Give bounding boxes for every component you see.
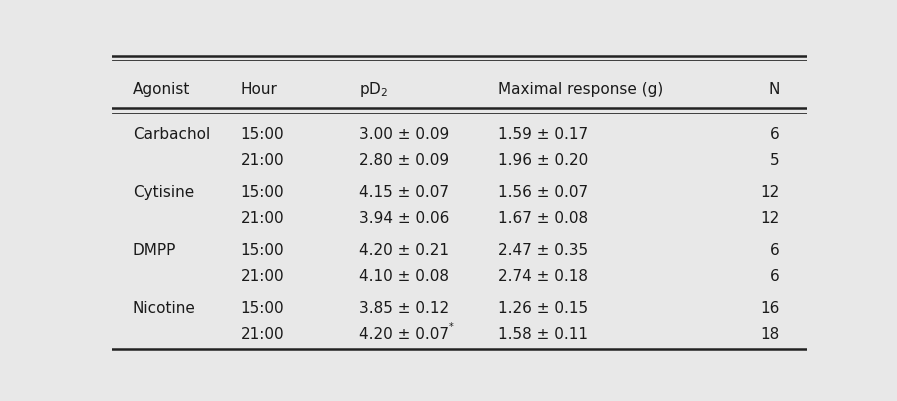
Text: 6: 6 — [770, 243, 779, 258]
Text: 2.74 ± 0.18: 2.74 ± 0.18 — [498, 269, 588, 284]
Text: N: N — [768, 82, 779, 97]
Text: 4.10 ± 0.08: 4.10 ± 0.08 — [359, 269, 448, 284]
Text: Maximal response (g): Maximal response (g) — [498, 82, 663, 97]
Text: 6: 6 — [770, 269, 779, 284]
Text: 1.67 ± 0.08: 1.67 ± 0.08 — [498, 211, 588, 226]
Text: 3.85 ± 0.12: 3.85 ± 0.12 — [359, 301, 449, 316]
Text: 3.00 ± 0.09: 3.00 ± 0.09 — [359, 127, 449, 142]
Text: 12: 12 — [761, 211, 779, 226]
Text: 4.15 ± 0.07: 4.15 ± 0.07 — [359, 185, 448, 200]
Text: Carbachol: Carbachol — [133, 127, 210, 142]
Text: 6: 6 — [770, 127, 779, 142]
Text: 5: 5 — [770, 153, 779, 168]
Text: 21:00: 21:00 — [240, 211, 284, 226]
Text: 3.94 ± 0.06: 3.94 ± 0.06 — [359, 211, 449, 226]
Text: 15:00: 15:00 — [240, 301, 284, 316]
Text: 2.47 ± 0.35: 2.47 ± 0.35 — [498, 243, 588, 258]
Text: 1.56 ± 0.07: 1.56 ± 0.07 — [498, 185, 588, 200]
Text: 15:00: 15:00 — [240, 185, 284, 200]
Text: 21:00: 21:00 — [240, 269, 284, 284]
Text: DMPP: DMPP — [133, 243, 177, 258]
Text: 1.58 ± 0.11: 1.58 ± 0.11 — [498, 327, 588, 342]
Text: 21:00: 21:00 — [240, 153, 284, 168]
Text: 2.80 ± 0.09: 2.80 ± 0.09 — [359, 153, 449, 168]
Text: 1.59 ± 0.17: 1.59 ± 0.17 — [498, 127, 588, 142]
Text: 4.20 ± 0.21: 4.20 ± 0.21 — [359, 243, 448, 258]
Text: 18: 18 — [761, 327, 779, 342]
Text: 15:00: 15:00 — [240, 243, 284, 258]
Text: Nicotine: Nicotine — [133, 301, 196, 316]
Text: Hour: Hour — [240, 82, 277, 97]
Text: Agonist: Agonist — [133, 82, 190, 97]
Text: 21:00: 21:00 — [240, 327, 284, 342]
Text: *: * — [448, 322, 454, 332]
Text: 4.20 ± 0.07: 4.20 ± 0.07 — [359, 327, 448, 342]
Text: 1.26 ± 0.15: 1.26 ± 0.15 — [498, 301, 588, 316]
Text: 16: 16 — [760, 301, 779, 316]
Text: pD$_2$: pD$_2$ — [359, 80, 388, 99]
Text: 1.96 ± 0.20: 1.96 ± 0.20 — [498, 153, 588, 168]
Text: 12: 12 — [761, 185, 779, 200]
Text: 15:00: 15:00 — [240, 127, 284, 142]
Text: Cytisine: Cytisine — [133, 185, 195, 200]
